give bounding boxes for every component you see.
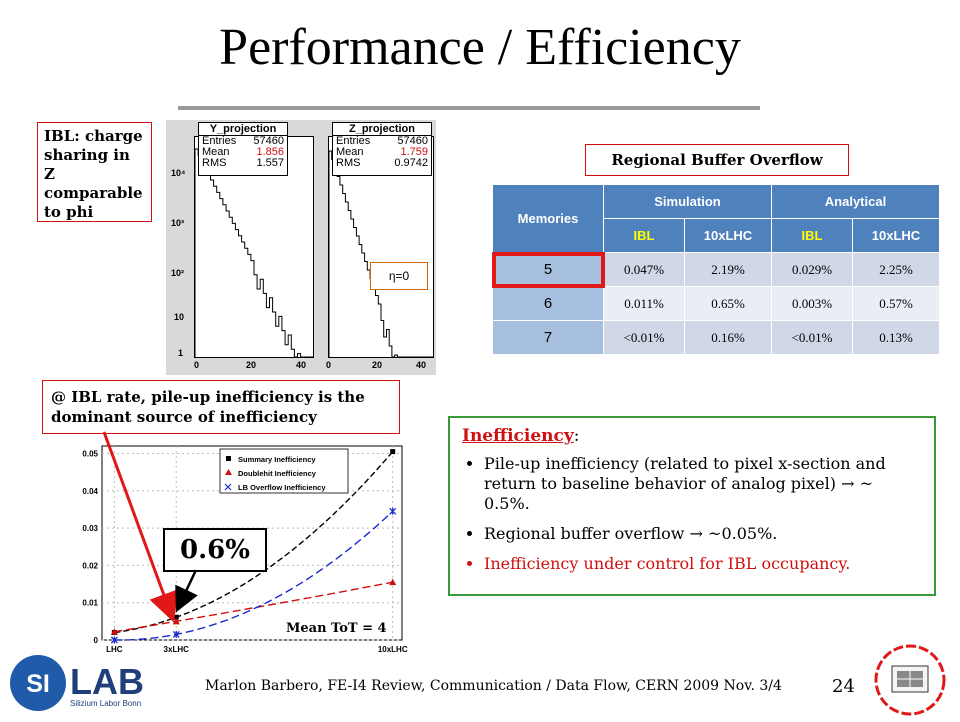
data-point <box>110 636 118 644</box>
pileup-arrow <box>102 431 178 623</box>
table-cell: <0.01% <box>771 320 853 355</box>
callout-arrow <box>175 569 198 613</box>
y-tick-1e4: 10⁴ <box>171 168 186 178</box>
legend-label: Doublehit Inefficiency <box>238 469 317 478</box>
footer-text: Marlon Barbero, FE-I4 Review, Communicat… <box>205 678 782 694</box>
atlas-pixel-logo <box>870 640 950 718</box>
col-memories: Memories <box>492 184 604 253</box>
table-cell: 0.047% <box>603 252 685 287</box>
pileup-note: @ IBL rate, pile-up inefficiency is the … <box>42 380 400 434</box>
z-projection-panel: Z_projection Entries 57460 Mean 1.759 RMS 0… <box>318 120 436 375</box>
series-line <box>114 581 393 633</box>
y-tick-label: 0.02 <box>82 561 98 570</box>
y-tick-label: 0.05 <box>82 449 98 458</box>
y-tick-1e2: 10² <box>171 268 185 278</box>
silab-logo: SI LAB Silizium Labor Bonn <box>8 652 163 714</box>
bullet-pileup: Pile-up inefficiency (related to pixel x… <box>484 454 922 514</box>
legend-box <box>219 448 349 494</box>
table-cell: 2.25% <box>852 252 940 287</box>
x-tick-40: 40 <box>296 360 307 370</box>
table-cell: 0.65% <box>684 286 772 321</box>
legend-label: LB Overflow Inefficiency <box>238 483 326 492</box>
buffer-table: Memories Simulation Analytical IBL 10xLH… <box>491 184 940 355</box>
z-stats-entries: Entries 57460 <box>336 135 428 147</box>
sub-sim-10xlhc: 10xLHC <box>684 218 772 253</box>
data-point <box>110 628 118 635</box>
legend-marker <box>224 483 232 491</box>
x-tick-0: 0 <box>194 360 200 370</box>
z-x-tick-40: 40 <box>416 360 427 370</box>
mean-tot-label: Mean ToT = 4 <box>286 621 387 636</box>
z-stats-rms: RMS 0.9742 <box>336 157 428 169</box>
legend-label: Summary Inefficiency <box>238 455 316 464</box>
data-point <box>390 449 396 455</box>
data-point <box>172 630 180 638</box>
page-number: 24 <box>832 676 855 697</box>
data-point <box>389 507 397 515</box>
table-cell: 0.003% <box>771 286 853 321</box>
buffer-table-title: Regional Buffer Overflow <box>585 144 849 176</box>
table-row: 7 <0.01% 0.16% <0.01% 0.13% <box>492 320 940 355</box>
y-tick-1e3: 10³ <box>171 218 185 228</box>
table-cell: 0.13% <box>852 320 940 355</box>
silab-subtitle: Silizium Labor Bonn <box>70 699 142 708</box>
bullet-control: Inefficiency under control for IBL occup… <box>484 554 922 574</box>
svg-text:LAB: LAB <box>70 661 144 702</box>
inefficiency-heading: Inefficiency: <box>462 426 580 446</box>
z-stats-box: Z_projection Entries 57460 Mean 1.759 RMS 0… <box>332 122 432 176</box>
table-cell: <0.01% <box>603 320 685 355</box>
x-tick-20: 20 <box>246 360 257 370</box>
sub-ana-10xlhc: 10xLHC <box>852 218 940 253</box>
z-x-tick-0: 0 <box>326 360 332 370</box>
z-stats-title: Z_projection <box>333 123 431 136</box>
projection-histograms: Y_projection Entries 57460 Mean 1.856 RMS 1… <box>166 120 436 375</box>
charge-sharing-note: IBL: charge sharing in Z comparable to p… <box>37 122 152 222</box>
table-cell: 0.16% <box>684 320 772 355</box>
col-analytical: Analytical <box>771 184 940 219</box>
memories-cell: 7 <box>492 320 604 355</box>
y-stats-rms: RMS 1.557 <box>202 157 284 169</box>
x-tick-label: 3xLHC <box>164 645 190 654</box>
table-row: 5 0.047% 2.19% 0.029% 2.25% <box>491 251 940 288</box>
value-callout: 0.6% <box>163 528 267 572</box>
memories-cell: 5 <box>491 251 605 288</box>
y-stats-entries: Entries 57460 <box>202 135 284 147</box>
y-stats-title: Y_projection <box>199 123 287 136</box>
legend-marker <box>225 469 232 475</box>
z-x-tick-20: 20 <box>372 360 383 370</box>
table-cell: 0.029% <box>771 252 853 287</box>
y-stats-mean: Mean 1.856 <box>202 146 284 158</box>
y-tick-label: 0.04 <box>82 487 98 496</box>
table-cell: 0.011% <box>603 286 685 321</box>
page-title: Performance / Efficiency <box>219 19 741 76</box>
data-point <box>389 578 397 586</box>
title-divider <box>178 106 760 110</box>
eta-label: η=0 <box>370 262 428 290</box>
y-tick-1: 1 <box>178 348 184 358</box>
col-simulation: Simulation <box>603 184 772 219</box>
sub-sim-ibl: IBL <box>603 218 685 253</box>
table-cell: 2.19% <box>684 252 772 287</box>
legend-marker <box>226 456 231 461</box>
y-projection-panel: Y_projection Entries 57460 Mean 1.856 RMS 1… <box>168 120 316 375</box>
z-stats-mean: Mean 1.759 <box>336 146 428 158</box>
inefficiency-box: Inefficiency: Pile-up inefficiency (rela… <box>448 416 936 596</box>
bullet-buffer: Regional buffer overflow → ~0.05%. <box>484 524 922 544</box>
y-stats-box: Y_projection Entries 57460 Mean 1.856 RMS 1… <box>198 122 288 176</box>
table-cell: 0.57% <box>852 286 940 321</box>
y-tick-label: 0 <box>94 636 99 645</box>
table-row: 6 0.011% 0.65% 0.003% 0.57% <box>492 286 940 321</box>
x-tick-label: 10xLHC <box>378 645 408 654</box>
y-tick-label: 0.01 <box>82 599 98 608</box>
y-tick-10: 10 <box>174 312 185 322</box>
series-line <box>114 510 394 641</box>
svg-text:SI: SI <box>26 670 50 698</box>
x-tick-label: LHC <box>106 645 123 654</box>
y-tick-label: 0.03 <box>82 524 98 533</box>
y-projection-plot <box>194 148 313 358</box>
